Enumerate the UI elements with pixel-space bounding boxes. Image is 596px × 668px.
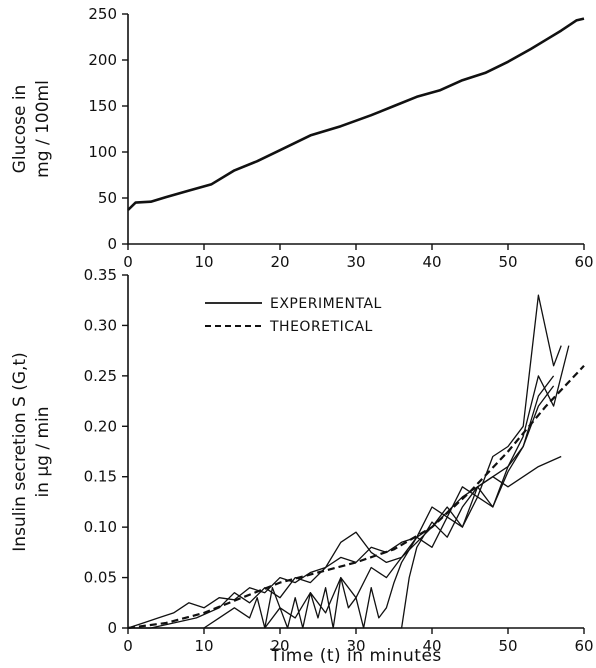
glucose-ytick-label: 150 — [88, 97, 117, 115]
insulin-ytick-label: 0.15 — [84, 468, 117, 486]
glucose-xtick-label: 0 — [123, 253, 133, 271]
insulin-xtick-label: 30 — [346, 637, 365, 655]
insulin-ylabel-line-1: Insulin secretion S (G,t) — [10, 352, 30, 551]
glucose-xtick-label: 20 — [270, 253, 289, 271]
insulin-series-experimental-2 — [128, 294, 562, 629]
glucose-xtick-label: 50 — [498, 253, 517, 271]
glucose-axes — [127, 14, 584, 245]
glucose-ytick-label: 200 — [88, 51, 117, 69]
insulin-xlabel: Time (t) in minutes — [269, 646, 442, 666]
insulin-ytick-label: 0.35 — [84, 266, 117, 284]
insulin-ticks: 0 10 20 30 40 50 60 0 0.05 0.10 0.15 0.20 0.25 0.30 0.… — [84, 266, 594, 655]
insulin-xtick-label: 0 — [123, 637, 133, 655]
glucose-ylabel-line-2: mg / 100ml — [33, 80, 53, 178]
glucose-ytick-label: 50 — [98, 189, 117, 207]
glucose-ytick-label: 100 — [88, 143, 117, 161]
glucose-ticks: 0 10 20 30 40 50 60 0 50 100 150 200 250 — [88, 5, 593, 271]
legend: EXPERIMENTAL THEORETICAL — [205, 296, 382, 335]
insulin-ylabel-line-2: in μg / min — [33, 406, 53, 497]
glucose-ylabel-line-1: Glucose in — [10, 85, 30, 174]
insulin-series-experimental-3 — [203, 345, 570, 629]
legend-label-experimental: EXPERIMENTAL — [270, 296, 382, 312]
insulin-xtick-label: 40 — [422, 637, 441, 655]
insulin-series-experimental-4 — [264, 375, 555, 629]
insulin-xtick-label: 20 — [270, 637, 289, 655]
insulin-series — [127, 294, 585, 630]
insulin-xtick-label: 50 — [498, 637, 517, 655]
glucose-ytick-label: 250 — [88, 5, 117, 23]
insulin-ytick-label: 0.30 — [84, 316, 117, 334]
glucose-series — [127, 17, 585, 211]
legend-label-theoretical: THEORETICAL — [269, 319, 373, 335]
insulin-chart: 0 10 20 30 40 50 60 0 0.05 0.10 0.15 0.20 0.25 0.30 0.… — [10, 266, 594, 666]
insulin-ytick-label: 0.20 — [84, 417, 117, 435]
glucose-ytick-label: 0 — [107, 235, 117, 253]
glucose-xtick-label: 10 — [194, 253, 213, 271]
insulin-ytick-label: 0.05 — [84, 569, 117, 587]
insulin-xtick-label: 60 — [574, 637, 593, 655]
insulin-ytick-label: 0.10 — [84, 518, 117, 536]
glucose-xtick-label: 30 — [346, 253, 365, 271]
insulin-ytick-label: 0.25 — [84, 367, 117, 385]
glucose-xtick-label: 60 — [574, 253, 593, 271]
insulin-series-experimental-1 — [127, 385, 555, 629]
insulin-ytick-label: 0 — [107, 619, 117, 637]
insulin-xtick-label: 10 — [194, 637, 213, 655]
glucose-series-experimental-0 — [127, 17, 585, 211]
insulin-series-experimental-5 — [128, 455, 562, 629]
insulin-series-theoretical — [127, 365, 585, 630]
glucose-xtick-label: 40 — [422, 253, 441, 271]
